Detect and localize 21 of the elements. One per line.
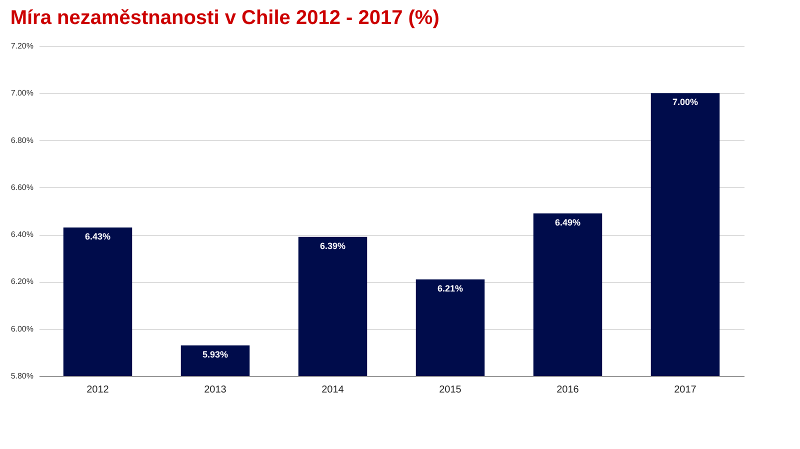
y-tick-label: 6.20%	[10, 277, 34, 286]
data-label: 6.39%	[320, 240, 346, 251]
x-tick-label: 2014	[322, 384, 344, 396]
x-tick-label: 2017	[674, 384, 697, 396]
data-label: 5.93%	[202, 349, 228, 360]
y-tick-label: 6.60%	[10, 182, 34, 192]
x-tick-label: 2016	[556, 384, 580, 396]
data-label: 6.43%	[84, 232, 111, 242]
y-tick-label: 5.80%	[10, 372, 34, 380]
chart-title: Míra nezaměstnanosti v Chile 2012 - 2017 (%)	[10, 7, 440, 29]
x-tick-label: 2012	[86, 384, 110, 396]
data-label: 6.21%	[437, 283, 464, 294]
x-tick-label: 2015	[439, 384, 462, 396]
y-tick-label: 7.00%	[10, 88, 34, 98]
data-label: 6.49%	[554, 217, 581, 228]
y-tick-label: 6.00%	[10, 324, 34, 334]
y-tick-label: 7.20%	[10, 42, 34, 50]
y-tick-label: 6.80%	[10, 136, 34, 145]
y-tick-label: 6.40%	[10, 230, 34, 240]
data-label: 7.00%	[672, 97, 698, 108]
x-tick-label: 2013	[204, 384, 227, 396]
